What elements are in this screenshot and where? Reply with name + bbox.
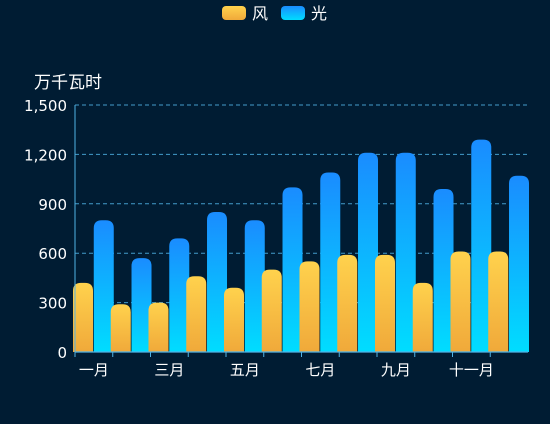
bar-wind-10[interactable]: [450, 251, 471, 352]
x-tick-label: 九月: [381, 361, 411, 379]
bar-series: [73, 139, 530, 352]
legend-label-0[interactable]: 风: [252, 4, 268, 23]
y-tick-label: 1,500: [24, 97, 67, 115]
x-tick-label: 五月: [230, 361, 260, 379]
bar-solar-7[interactable]: [358, 152, 379, 352]
bar-wind-7[interactable]: [337, 254, 358, 352]
bar-solar-10[interactable]: [471, 139, 492, 352]
y-tick-label: 300: [38, 295, 67, 313]
legend-label-1[interactable]: 光: [311, 4, 327, 23]
bar-wind-1[interactable]: [110, 304, 131, 352]
bar-solar-11[interactable]: [509, 175, 530, 352]
legend-swatch-1[interactable]: [281, 6, 305, 20]
x-tick-label: 十一月: [449, 361, 494, 379]
legend-swatch-0[interactable]: [222, 6, 246, 20]
x-tick-label: 三月: [154, 361, 184, 379]
bar-solar-4[interactable]: [244, 220, 265, 352]
bar-solar-5[interactable]: [282, 187, 303, 352]
y-axis-tick-labels: 0 300 600 900 1,200 1,500: [24, 97, 67, 362]
x-axis: 一月 三月 五月 七月 九月 十一月: [74, 105, 528, 379]
y-tick-label: 600: [38, 245, 67, 263]
bar-wind-8[interactable]: [375, 254, 395, 352]
y-tick-label: 900: [38, 196, 67, 214]
legend: 风光: [222, 4, 327, 23]
bar-wind-2[interactable]: [148, 302, 169, 352]
bar-wind-0[interactable]: [73, 282, 93, 352]
bar-solar-1[interactable]: [131, 258, 152, 352]
x-tick-label: 一月: [79, 361, 109, 379]
x-tick-label: 七月: [305, 361, 335, 379]
bar-solar-8[interactable]: [395, 152, 416, 352]
bar-solar-2[interactable]: [169, 238, 190, 352]
bar-wind-4[interactable]: [224, 287, 244, 352]
bar-solar-6[interactable]: [320, 172, 341, 352]
bar-wind-9[interactable]: [412, 282, 433, 352]
bar-wind-5[interactable]: [261, 269, 282, 352]
bar-wind-3[interactable]: [186, 276, 207, 352]
bar-solar-9[interactable]: [433, 188, 454, 352]
bar-wind-11[interactable]: [488, 251, 509, 352]
bar-wind-6[interactable]: [299, 261, 320, 352]
bar-solar-3[interactable]: [207, 212, 228, 352]
y-tick-label: 1,200: [24, 146, 67, 164]
y-axis-title: 万千瓦时: [34, 73, 102, 93]
y-tick-label: 0: [57, 344, 67, 362]
bar-solar-0[interactable]: [93, 220, 114, 352]
